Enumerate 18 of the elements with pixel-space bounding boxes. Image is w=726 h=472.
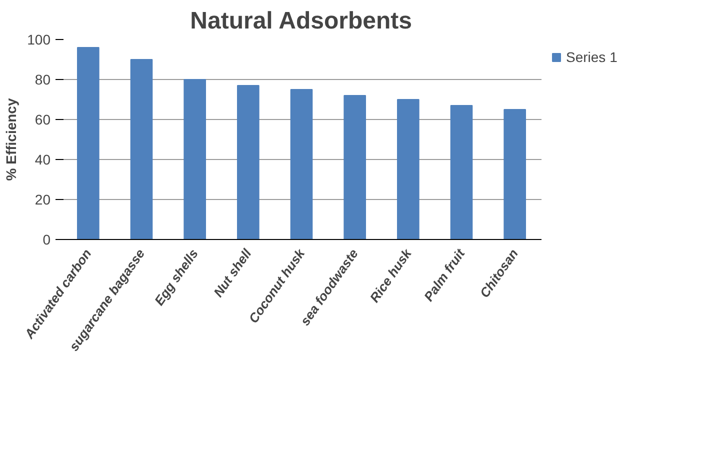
bar <box>504 109 526 240</box>
bar <box>237 85 260 240</box>
bar <box>77 47 100 240</box>
y-tick-label: 100 <box>27 32 51 48</box>
y-tick-label: 0 <box>42 232 51 248</box>
y-tick-label: 60 <box>34 112 51 128</box>
bar <box>344 95 366 240</box>
bar <box>290 89 313 240</box>
bar <box>184 79 206 240</box>
chart-title: Natural Adsorbents <box>190 8 412 34</box>
bar <box>450 105 473 240</box>
bar <box>130 59 153 240</box>
y-axis-title: % Efficiency <box>3 98 20 181</box>
legend-label: Series 1 <box>566 49 618 65</box>
y-tick-label: 80 <box>34 72 51 88</box>
y-tick-label: 40 <box>34 152 51 168</box>
bar <box>397 99 420 240</box>
y-tick-label: 20 <box>34 192 51 208</box>
